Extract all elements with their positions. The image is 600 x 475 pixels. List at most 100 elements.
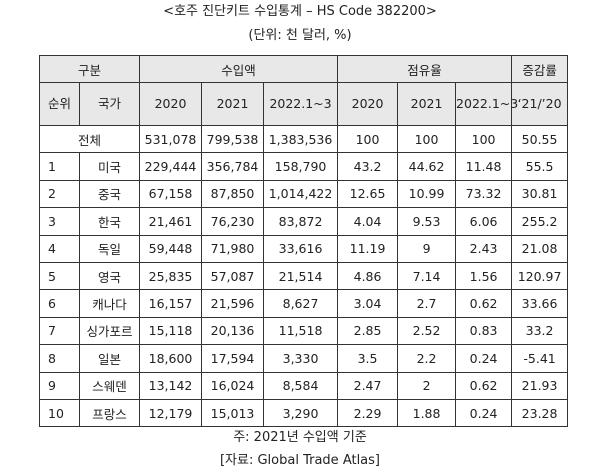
table-row: 7 싱가포르 15,118 20,136 11,518 2.85 2.52 0.83 33.2 bbox=[39, 316, 569, 346]
growth-cell: 30.81 bbox=[511, 179, 569, 209]
import-2020-cell: 13,142 bbox=[139, 371, 203, 400]
header-growth-period: ‘21/’20 bbox=[511, 82, 569, 126]
share-2020-cell: 2.47 bbox=[337, 371, 399, 400]
table-row: 8 일본 18,600 17,594 3,330 3.5 2.2 0.24 -5.41 bbox=[39, 344, 569, 373]
import-2022-cell: 1,014,422 bbox=[263, 179, 339, 209]
table-row: 2 중국 67,158 87,850 1,014,422 12.65 10.99 73.32 3… bbox=[39, 179, 569, 209]
total-import-2022: 1,383,536 bbox=[263, 124, 339, 154]
share-2020-cell: 12.65 bbox=[337, 179, 399, 209]
import-2021-cell: 57,087 bbox=[201, 261, 265, 291]
country-cell: 싱가포르 bbox=[78, 316, 141, 346]
total-row: 전체 531,078 799,538 1,383,536 100 100 100… bbox=[38, 124, 569, 154]
country-cell: 미국 bbox=[78, 152, 141, 181]
import-2021-cell: 17,594 bbox=[201, 344, 265, 373]
import-2021-cell: 87,850 bbox=[201, 179, 265, 209]
share-2020-cell: 11.19 bbox=[337, 234, 399, 263]
share-2021-cell: 44.62 bbox=[397, 152, 457, 181]
footnote: 주: 2021년 수입액 기준 bbox=[233, 430, 367, 445]
import-2020-cell: 67,158 bbox=[139, 179, 203, 209]
growth-cell: 33.66 bbox=[511, 289, 569, 318]
share-2021-cell: 9.53 bbox=[397, 207, 457, 236]
rank-cell: 2 bbox=[39, 179, 80, 209]
table-row: 1 미국 229,444 356,784 158,790 43.2 44.62 11.48 55… bbox=[39, 152, 569, 181]
import-2022-cell: 8,584 bbox=[263, 371, 339, 400]
total-label: 전체 bbox=[38, 124, 141, 154]
share-2020-cell: 3.5 bbox=[337, 344, 399, 373]
share-2022-cell: 11.48 bbox=[455, 152, 513, 181]
import-2022-cell: 11,518 bbox=[263, 316, 339, 346]
share-2022-cell: 2.43 bbox=[455, 234, 513, 263]
header-import-2020: 2020 bbox=[139, 82, 203, 126]
country-cell: 일본 bbox=[78, 344, 141, 373]
total-import-2020: 531,078 bbox=[139, 124, 203, 154]
share-2022-cell: 0.83 bbox=[455, 316, 513, 346]
share-2021-cell: 7.14 bbox=[397, 261, 457, 291]
share-2020-cell: 2.29 bbox=[337, 398, 399, 428]
share-2021-cell: 2.7 bbox=[397, 289, 457, 318]
country-cell: 한국 bbox=[78, 207, 141, 236]
import-2021-cell: 20,136 bbox=[201, 316, 265, 346]
rank-cell: 10 bbox=[39, 398, 80, 428]
source-caption: [자료: Global Trade Atlas] bbox=[219, 453, 380, 468]
growth-cell: 120.97 bbox=[511, 261, 569, 291]
country-cell: 스웨덴 bbox=[78, 371, 141, 400]
table-row: 6 캐나다 16,157 21,596 8,627 3.04 2.7 0.62 33.66 bbox=[39, 289, 569, 318]
table-row: 4 독일 59,448 71,980 33,616 11.19 9 2.43 21.08 bbox=[39, 234, 569, 263]
total-share-2021: 100 bbox=[397, 124, 457, 154]
header-rank: 순위 bbox=[39, 82, 80, 126]
import-2020-cell: 18,600 bbox=[139, 344, 203, 373]
table-row: 5 영국 25,835 57,087 21,514 4.86 7.14 1.56 120.97 bbox=[39, 261, 569, 291]
rank-cell: 9 bbox=[39, 371, 80, 400]
share-2021-cell: 2.52 bbox=[397, 316, 457, 346]
header-country: 국가 bbox=[78, 82, 141, 126]
rank-cell: 8 bbox=[39, 344, 80, 373]
import-statistics-table: 구분 수입액 점유율 증감률 순위 국가 2020 2021 2022.1~3 … bbox=[38, 55, 569, 428]
share-2021-cell: 10.99 bbox=[397, 179, 457, 209]
import-2020-cell: 12,179 bbox=[139, 398, 203, 428]
share-2022-cell: 1.56 bbox=[455, 261, 513, 291]
growth-cell: 255.2 bbox=[511, 207, 569, 236]
import-2022-cell: 158,790 bbox=[263, 152, 339, 181]
share-2022-cell: 0.24 bbox=[455, 344, 513, 373]
header-import-2022: 2022.1~3 bbox=[263, 82, 339, 126]
import-2020-cell: 25,835 bbox=[139, 261, 203, 291]
rank-cell: 3 bbox=[39, 207, 80, 236]
country-cell: 캐나다 bbox=[78, 289, 141, 318]
header-category: 구분 bbox=[38, 55, 141, 83]
share-2020-cell: 4.04 bbox=[337, 207, 399, 236]
growth-cell: 21.93 bbox=[511, 371, 569, 400]
import-2020-cell: 229,444 bbox=[139, 152, 203, 181]
table-row: 10 프랑스 12,179 15,013 3,290 2.29 1.88 0.24 23.28 bbox=[39, 398, 569, 428]
unit-caption: (단위: 천 달러, %) bbox=[248, 28, 352, 43]
share-2021-cell: 9 bbox=[397, 234, 457, 263]
share-2021-cell: 2 bbox=[397, 371, 457, 400]
total-growth: 50.55 bbox=[511, 124, 569, 154]
rank-cell: 5 bbox=[39, 261, 80, 291]
share-2020-cell: 3.04 bbox=[337, 289, 399, 318]
rank-cell: 4 bbox=[39, 234, 80, 263]
header-share-2020: 2020 bbox=[337, 82, 399, 126]
share-2022-cell: 0.62 bbox=[455, 371, 513, 400]
share-2022-cell: 6.06 bbox=[455, 207, 513, 236]
share-2020-cell: 2.85 bbox=[337, 316, 399, 346]
rank-cell: 1 bbox=[39, 152, 80, 181]
share-2021-cell: 1.88 bbox=[397, 398, 457, 428]
import-2022-cell: 21,514 bbox=[263, 261, 339, 291]
import-2021-cell: 356,784 bbox=[201, 152, 265, 181]
total-import-2021: 799,538 bbox=[201, 124, 265, 154]
header-growth-rate: 증감률 bbox=[511, 55, 569, 83]
import-2021-cell: 15,013 bbox=[201, 398, 265, 428]
import-2022-cell: 83,872 bbox=[263, 207, 339, 236]
import-2020-cell: 15,118 bbox=[139, 316, 203, 346]
country-cell: 프랑스 bbox=[78, 398, 141, 428]
share-2022-cell: 73.32 bbox=[455, 179, 513, 209]
growth-cell: -5.41 bbox=[511, 344, 569, 373]
total-share-2020: 100 bbox=[337, 124, 399, 154]
table-header: 구분 수입액 점유율 증감률 순위 국가 2020 2021 2022.1~3 … bbox=[38, 55, 569, 126]
header-share-2021: 2021 bbox=[397, 82, 457, 126]
import-2020-cell: 21,461 bbox=[139, 207, 203, 236]
growth-cell: 23.28 bbox=[511, 398, 569, 428]
import-2020-cell: 16,157 bbox=[139, 289, 203, 318]
rank-cell: 7 bbox=[39, 316, 80, 346]
table-row: 3 한국 21,461 76,230 83,872 4.04 9.53 6.06 255.2 bbox=[39, 207, 569, 236]
